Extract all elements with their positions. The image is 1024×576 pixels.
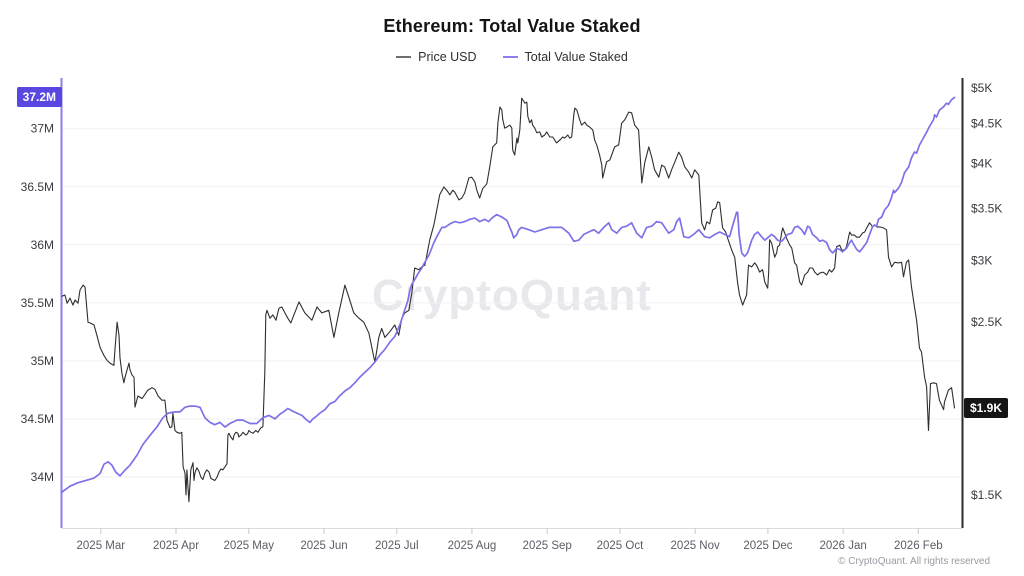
left-axis-tick-label: 36.5M [21,180,54,194]
x-axis-tick-label: 2025 Mar [77,540,126,552]
chart-title: Ethereum: Total Value Staked [383,16,641,36]
right-axis-tick-label: $4.5K [971,117,1002,131]
x-axis-tick-label: 2025 Aug [448,540,497,552]
x-axis-tick-label: 2026 Feb [894,540,943,552]
x-axis-tick-label: 2025 Jul [375,540,418,552]
x-axis-tick-label: 2025 Nov [671,540,720,552]
cryptoquant-watermark: CryptoQuant [372,271,652,320]
x-axis-tick-label: 2025 Sep [523,540,572,552]
legend-label-price-usd: Price USD [418,50,477,64]
right-axis-tick-label: $4K [971,156,992,170]
copyright-note: © CryptoQuant. All rights reserved [838,556,990,567]
left-axis-tick-label: 34M [31,470,54,484]
right-axis-tick-label: $1.5K [971,488,1002,502]
price-last-value-badge: $1.9K [964,397,1009,418]
x-axis-tick-label: 2025 Dec [743,540,792,552]
tvs-last-value-badge: 37.2M [16,87,62,108]
right-axis-tick-label: $2.5K [971,315,1002,329]
x-axis-tick-label: 2026 Jan [819,540,866,552]
left-axis-tick-label: 36M [31,238,54,252]
x-axis-tick-label: 2025 May [224,540,275,552]
left-axis-tick-label: 35M [31,354,54,368]
left-axis-tick-label: 35.5M [21,296,54,310]
x-axis-tick-label: 2025 Jun [300,540,347,552]
right-axis-tick-label: $3.5K [971,202,1002,216]
right-axis-tick-label: $5K [971,81,992,95]
right-axis-tick-label: $3K [971,254,992,268]
x-axis-tick-label: 2025 Oct [597,540,644,552]
tvs-series-swatch-icon [502,56,518,58]
x-axis-tick-label: 2025 Apr [153,540,199,552]
left-axis-tick-label: 34.5M [21,412,54,426]
price-series-swatch-icon [396,56,412,58]
left-axis-tick-label: 37M [31,122,54,136]
legend-item-price-usd[interactable]: Price USD [396,50,477,64]
total-value-staked-line [61,96,956,493]
legend-item-total-value-staked[interactable]: Total Value Staked [502,50,628,64]
price-usd-line [61,97,956,503]
legend-label-total-value-staked: Total Value Staked [524,50,628,64]
legend: Price USD Total Value Staked [0,50,1024,64]
